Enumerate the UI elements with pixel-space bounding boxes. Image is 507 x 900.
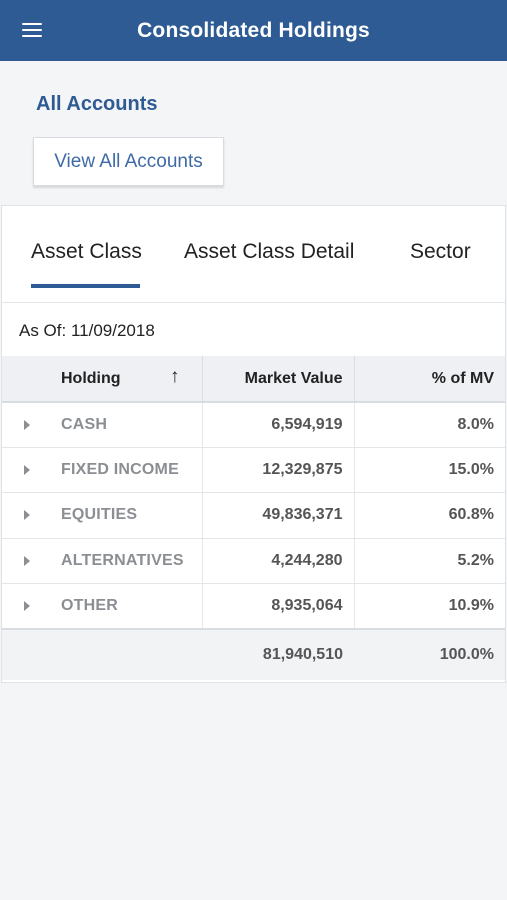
expand-caret-icon[interactable] <box>24 510 30 521</box>
view-all-accounts-button[interactable]: View All Accounts <box>33 137 224 186</box>
table-row[interactable]: OTHER 8,935,064 10.9% <box>2 583 505 630</box>
column-header-market-value[interactable]: Market Value <box>202 356 355 403</box>
pct-mv-cell: 5.2% <box>354 538 505 585</box>
holding-name: ALTERNATIVES <box>61 551 184 569</box>
holding-name: CASH <box>61 415 108 433</box>
tab-asset-class-detail[interactable]: Asset Class Detail <box>184 240 355 263</box>
holdings-card: Asset Class Asset Class Detail Sector As… <box>1 205 506 683</box>
total-row: 81,940,510 100.0% <box>2 627 505 680</box>
holdings-table: Holding ↑ Market Value % of MV CASH 6,59… <box>2 356 505 680</box>
total-label-cell <box>2 627 202 680</box>
holding-name: EQUITIES <box>61 506 138 524</box>
pct-mv-cell: 8.0% <box>354 402 505 448</box>
expand-caret-icon[interactable] <box>24 464 30 475</box>
accounts-heading: All Accounts <box>36 93 158 115</box>
column-header-pct-mv[interactable]: % of MV <box>354 356 505 403</box>
market-value-cell: 49,836,371 <box>202 492 355 539</box>
as-of-date: As Of: 11/09/2018 <box>19 321 155 340</box>
market-value-cell: 6,594,919 <box>202 402 355 448</box>
market-value-cell: 8,935,064 <box>202 583 355 630</box>
pct-mv-cell: 10.9% <box>354 583 505 630</box>
tab-bar: Asset Class Asset Class Detail Sector <box>2 206 505 303</box>
tab-asset-class[interactable]: Asset Class <box>31 240 142 263</box>
table-row[interactable]: ALTERNATIVES 4,244,280 5.2% <box>2 538 505 585</box>
market-value-cell: 4,244,280 <box>202 538 355 585</box>
holding-cell: ALTERNATIVES <box>2 538 203 585</box>
expand-caret-icon[interactable] <box>24 601 30 612</box>
pct-mv-cell: 15.0% <box>354 447 505 494</box>
total-pct-mv: 100.0% <box>354 627 505 680</box>
table-row[interactable]: FIXED INCOME 12,329,875 15.0% <box>2 447 505 494</box>
holding-cell: OTHER <box>2 583 203 630</box>
top-bar: Consolidated Holdings <box>0 0 507 61</box>
sort-ascending-icon[interactable]: ↑ <box>170 366 180 387</box>
holding-name: FIXED INCOME <box>61 461 179 479</box>
column-header-holding[interactable]: Holding ↑ <box>2 356 203 403</box>
expand-caret-icon[interactable] <box>24 555 30 566</box>
pct-mv-cell: 60.8% <box>354 492 505 539</box>
market-value-cell: 12,329,875 <box>202 447 355 494</box>
holding-cell: EQUITIES <box>2 492 203 539</box>
hamburger-icon[interactable] <box>22 21 42 39</box>
total-market-value: 81,940,510 <box>202 627 354 680</box>
holding-name: OTHER <box>61 597 118 614</box>
page-title: Consolidated Holdings <box>137 18 370 42</box>
holding-cell: FIXED INCOME <box>2 447 203 494</box>
table-header-row: Holding ↑ Market Value % of MV <box>2 356 505 403</box>
tab-sector[interactable]: Sector <box>410 240 471 263</box>
table-row[interactable]: EQUITIES 49,836,371 60.8% <box>2 492 505 539</box>
expand-caret-icon[interactable] <box>24 420 30 430</box>
holding-cell: CASH <box>2 402 203 448</box>
table-row[interactable]: CASH 6,594,919 8.0% <box>2 402 505 448</box>
active-tab-indicator <box>31 284 140 288</box>
column-header-holding-label: Holding <box>61 369 121 387</box>
